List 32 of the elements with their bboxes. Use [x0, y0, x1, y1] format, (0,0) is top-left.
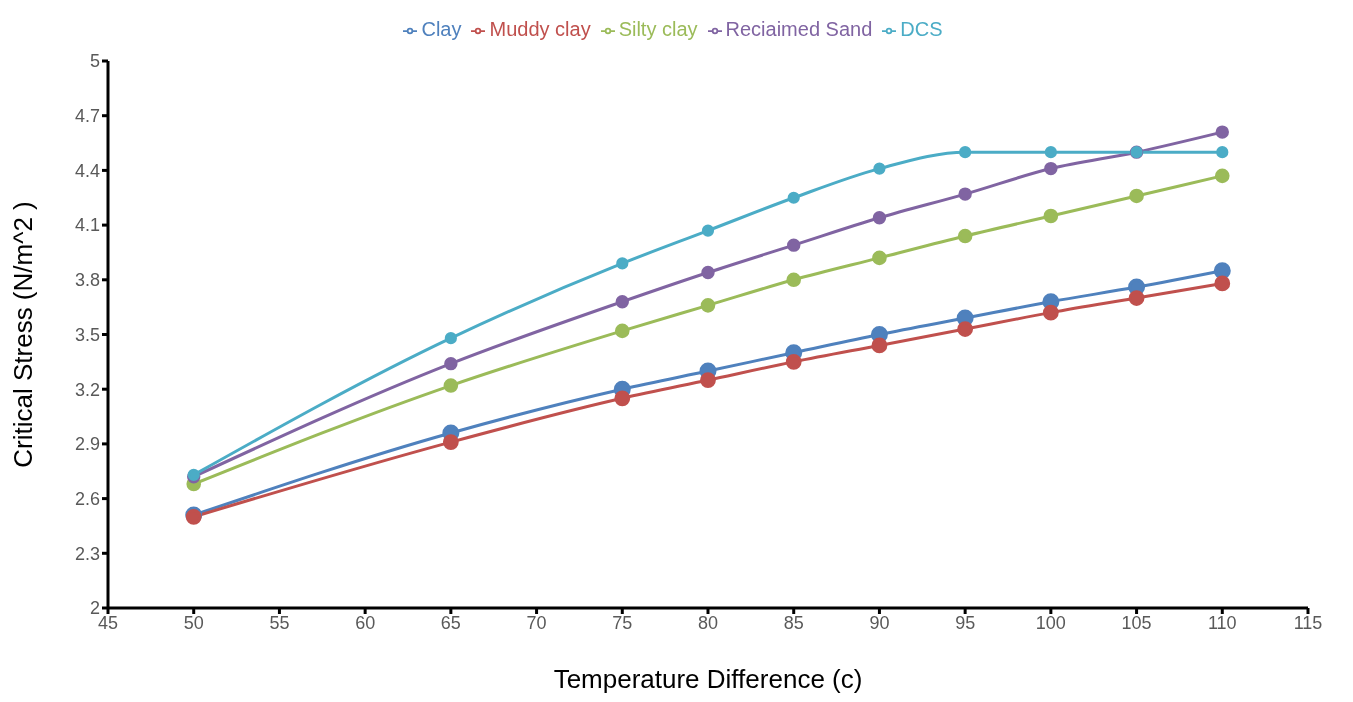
y-tick-label: 2.9 [74, 434, 100, 455]
x-tick-label: 115 [1293, 612, 1323, 633]
x-tick-label: 65 [440, 612, 461, 633]
y-tick-label: 4.1 [74, 215, 100, 236]
legend-label: Silty clay [618, 18, 698, 40]
y-tick-label: 2.6 [74, 488, 100, 509]
y-axis-title: Critical Stress (N/m^2 ) [8, 201, 39, 468]
legend-label: Clay [421, 18, 462, 40]
x-tick-label: 75 [612, 612, 633, 633]
x-tick-label: 105 [1121, 612, 1152, 633]
x-tick-label: 55 [269, 612, 290, 633]
y-tick-label: 2 [89, 598, 100, 619]
legend-label: DCS [900, 18, 943, 40]
y-tick-label: 4.4 [74, 160, 100, 181]
y-tick-label: 5 [89, 51, 100, 72]
x-tick-label: 85 [783, 612, 804, 633]
legend-label: Muddy clay [489, 18, 591, 40]
legend-label: Reciaimed Sand [725, 18, 873, 40]
y-tick-label: 2.3 [74, 543, 100, 564]
x-tick-label: 95 [955, 612, 976, 633]
y-tick-label: 3.2 [74, 379, 100, 400]
x-tick-label: 70 [526, 612, 547, 633]
x-tick-label: 100 [1035, 612, 1066, 633]
x-tick-label: 90 [869, 612, 890, 633]
y-tick-label: 4.7 [74, 106, 100, 127]
y-tick-label: 3.8 [74, 270, 100, 291]
x-tick-label: 110 [1207, 612, 1237, 633]
x-tick-label: 50 [183, 612, 204, 633]
y-tick-label: 3.5 [74, 324, 100, 345]
x-axis-title: Temperature Difference (c) [553, 664, 863, 694]
x-tick-label: 80 [697, 612, 719, 633]
x-tick-label: 60 [355, 612, 376, 633]
